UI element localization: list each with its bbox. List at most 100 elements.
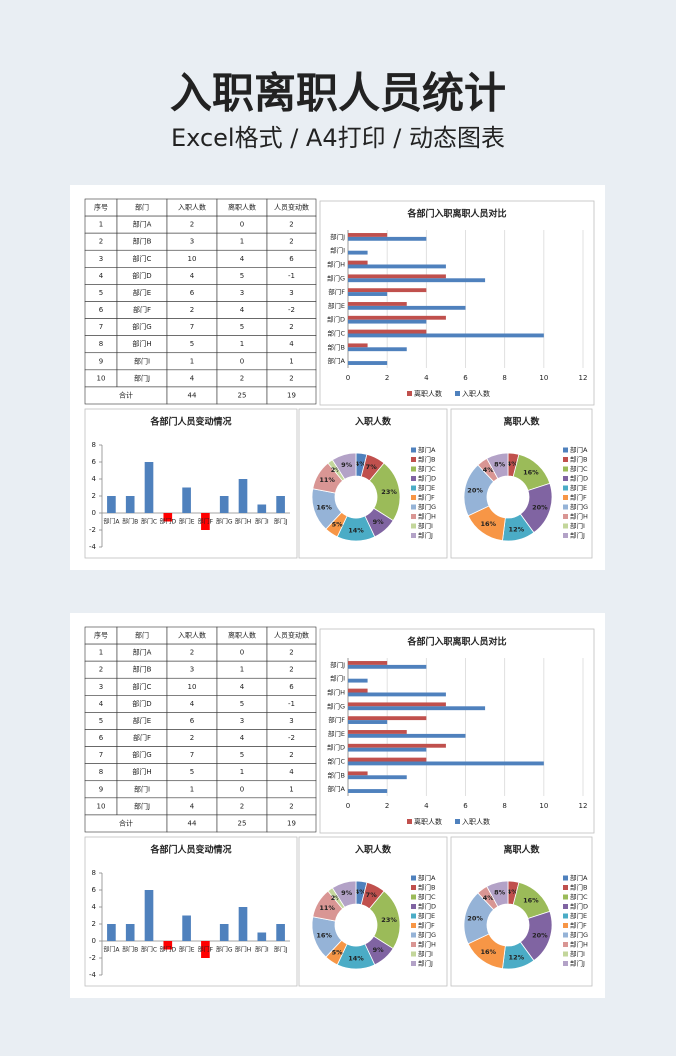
x-tick-label: 部门E — [179, 946, 195, 954]
table-cell-text: 4 — [240, 255, 245, 263]
table-cell-text: 合计 — [119, 390, 133, 399]
x-tick-label: 4 — [424, 802, 429, 810]
data-label: 16% — [481, 948, 497, 956]
table-cell-text: 部门A — [133, 648, 152, 657]
table-cell-text: 25 — [238, 819, 247, 827]
bar — [348, 347, 407, 352]
bar — [125, 496, 135, 513]
table-cell-text: 部门G — [132, 322, 151, 331]
table-cell-text: 2 — [289, 802, 293, 810]
table-cell-text: 部门B — [133, 237, 152, 246]
table-cell-text: 3 — [289, 289, 293, 297]
bar — [348, 329, 427, 334]
legend-swatch — [407, 391, 412, 396]
bar — [219, 924, 229, 941]
bar — [348, 361, 388, 365]
table-cell-text: -2 — [288, 306, 295, 314]
legend-label: 部门H — [418, 512, 436, 521]
table-cell-text: 3 — [99, 255, 103, 263]
legend-label: 部门H — [418, 940, 436, 949]
legend-swatch — [411, 942, 416, 947]
table-cell-text: 6 — [190, 289, 195, 297]
table-cell-text: 10 — [188, 683, 197, 691]
data-label: 9% — [373, 518, 385, 526]
legend-swatch — [411, 533, 416, 538]
bar — [348, 775, 407, 780]
table-cell-text: 部门F — [133, 733, 151, 742]
data-label: 16% — [481, 520, 497, 528]
data-label: 2% — [331, 466, 343, 474]
x-tick-label: 部门F — [198, 518, 214, 526]
y-tick-label: 部门A — [328, 784, 346, 793]
legend-label: 部门J — [418, 531, 433, 540]
table-cell-text: -1 — [288, 700, 295, 708]
x-tick-label: 12 — [579, 802, 588, 810]
bar — [348, 706, 486, 711]
legend-label: 部门C — [418, 464, 436, 473]
table-cell-text: 5 — [99, 717, 103, 725]
y-tick-label: 部门C — [327, 757, 345, 766]
legend-label: 部门A — [570, 445, 588, 454]
column-header: 序号 — [94, 631, 108, 640]
y-tick-label: 部门J — [330, 660, 345, 669]
bar — [348, 278, 486, 283]
chart-title: 各部门入职离职人员对比 — [406, 636, 506, 648]
x-tick-label: 12 — [579, 374, 588, 382]
data-label: 11% — [319, 904, 335, 912]
x-tick-label: 部门D — [159, 946, 176, 954]
legend-swatch — [455, 819, 460, 824]
bar — [348, 692, 446, 697]
bar — [348, 688, 368, 693]
bar — [348, 333, 544, 338]
table-cell-text: 1 — [240, 340, 244, 348]
table-cell-text: 4 — [289, 768, 294, 776]
table-cell-text: 部门I — [134, 356, 150, 365]
donut-slice — [486, 452, 509, 480]
data-label: 8% — [494, 461, 506, 469]
table-cell-text: 部门E — [133, 288, 151, 297]
data-label: 9% — [341, 461, 353, 469]
table-cell-text: 2 — [289, 238, 293, 246]
legend-swatch — [411, 885, 416, 890]
table-cell-text: 部门C — [133, 254, 152, 263]
data-label: 4% — [355, 888, 367, 896]
bar — [348, 260, 368, 265]
data-label: 7% — [366, 891, 378, 899]
data-label: 16% — [316, 931, 332, 939]
x-tick-label: 部门A — [103, 518, 120, 526]
table-cell-text: 部门A — [133, 220, 152, 229]
legend-label: 部门D — [570, 902, 588, 911]
y-tick-label: 部门G — [327, 273, 345, 282]
bar — [348, 288, 427, 293]
table-cell-text: 2 — [190, 221, 194, 229]
table-cell-text: 3 — [190, 238, 194, 246]
x-tick-label: 部门H — [235, 946, 252, 954]
x-tick-label: 0 — [346, 802, 350, 810]
legend-label: 部门E — [418, 483, 435, 492]
y-tick-label: 部门A — [328, 356, 346, 365]
legend-swatch — [563, 504, 568, 510]
y-tick-label: 0 — [92, 509, 96, 517]
y-tick-label: -4 — [89, 971, 97, 979]
x-tick-label: 部门B — [122, 518, 138, 526]
table-cell-text: 0 — [240, 649, 244, 657]
legend-label: 部门H — [570, 512, 588, 521]
table-cell-text: 合计 — [119, 818, 133, 827]
data-label: 12% — [509, 525, 525, 533]
table-cell-text: 6 — [289, 683, 294, 691]
table-cell-text: 2 — [289, 323, 293, 331]
legend-label: 部门E — [418, 911, 435, 920]
legend-swatch — [563, 932, 568, 938]
legend-label: 部门C — [418, 892, 436, 901]
table-cell-text: 部门F — [133, 305, 151, 314]
x-tick-label: 部门H — [235, 518, 252, 526]
data-label: 20% — [467, 487, 483, 495]
x-tick-label: 部门I — [255, 518, 269, 526]
y-tick-label: 2 — [92, 492, 96, 500]
legend-swatch — [411, 923, 416, 928]
data-label: 7% — [366, 463, 378, 471]
chart-title: 离职人数 — [503, 844, 540, 856]
legend-label: 部门F — [570, 921, 587, 930]
y-tick-label: 部门I — [330, 246, 345, 255]
y-tick-label: 部门D — [327, 743, 345, 752]
